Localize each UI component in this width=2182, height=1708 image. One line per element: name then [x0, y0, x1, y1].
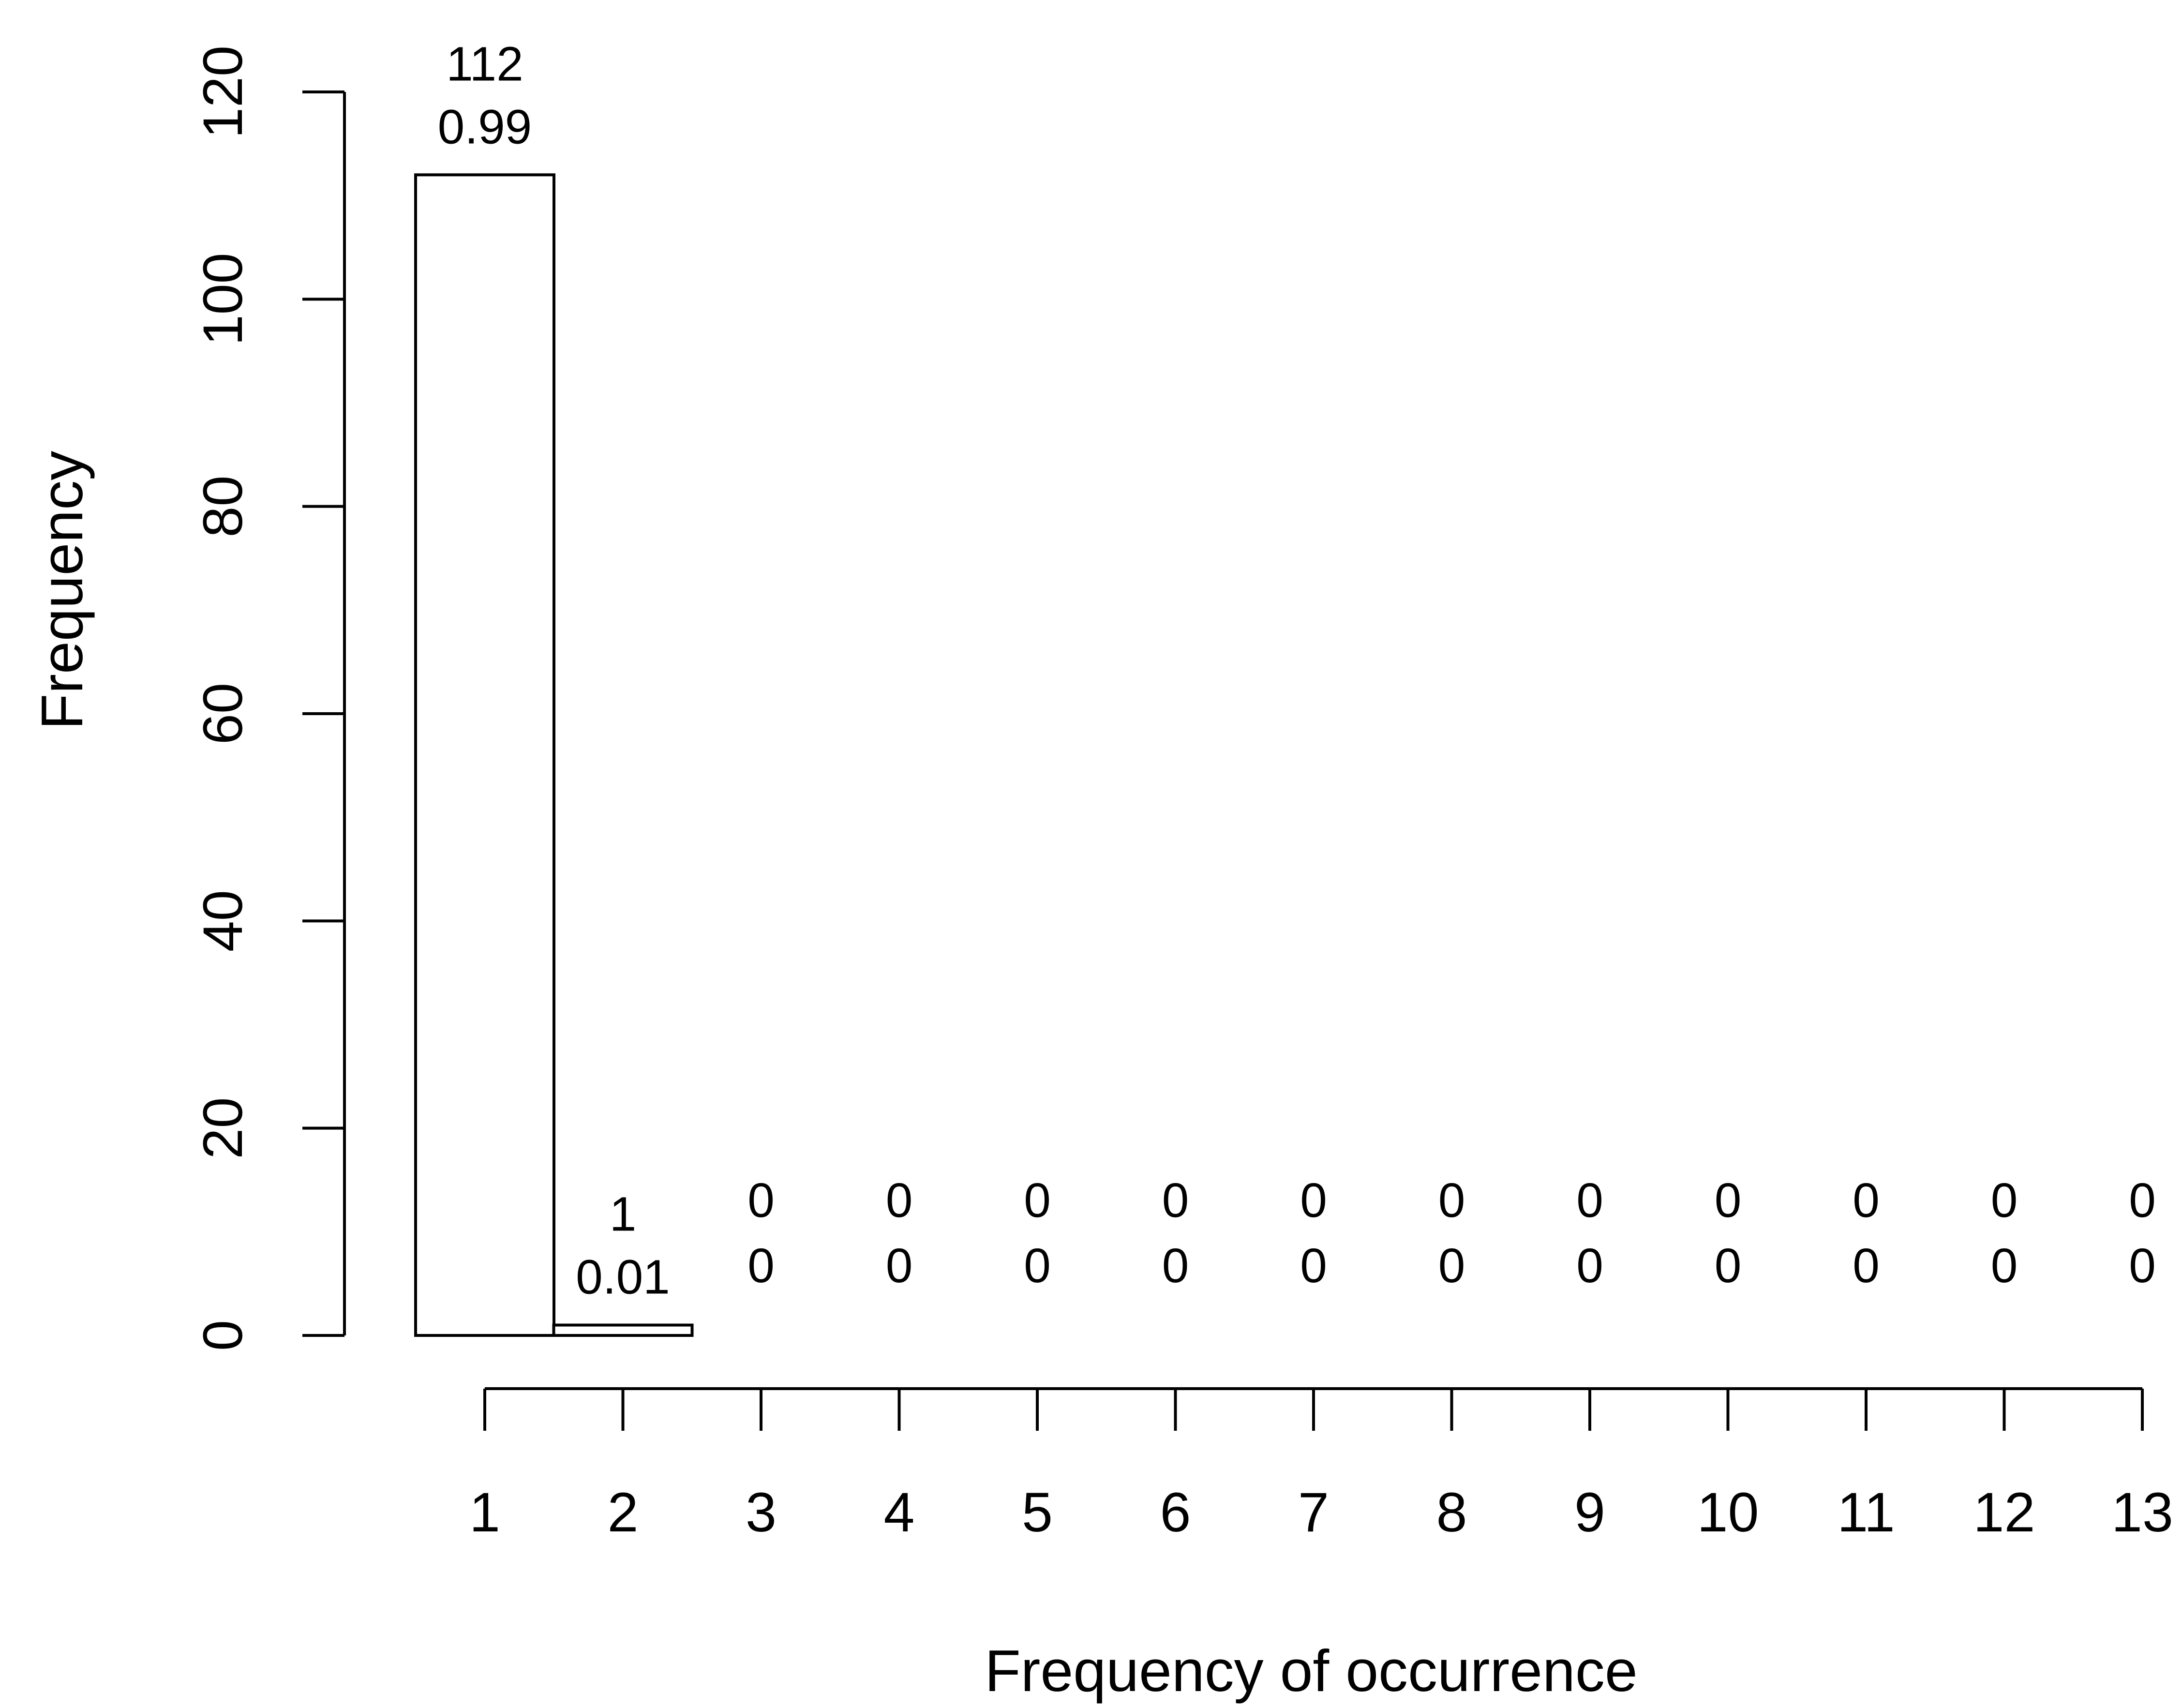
x-tick-label: 11: [1837, 1482, 1895, 1543]
proportion-label: 0.01: [576, 1250, 670, 1304]
x-tick-label: 10: [1697, 1482, 1759, 1543]
y-tick-label: 0: [192, 1320, 254, 1351]
y-tick-label: 100: [192, 253, 254, 345]
x-tick-label: 13: [2111, 1482, 2173, 1543]
x-tick-label: 5: [1022, 1482, 1053, 1543]
count-label: 0: [1991, 1173, 2018, 1228]
y-axis: 0 20 40 60 80 100 120: [192, 45, 346, 1351]
count-label: 0: [886, 1173, 913, 1228]
proportion-label: 0: [2129, 1239, 2156, 1293]
x-tick-label: 1: [469, 1482, 500, 1543]
count-label: 0: [1576, 1173, 1603, 1228]
count-label: 1: [610, 1187, 637, 1242]
proportion-label: 0: [1024, 1239, 1051, 1293]
count-label: 0: [2129, 1173, 2156, 1228]
x-tick-label: 8: [1436, 1482, 1467, 1543]
x-tick-label: 12: [1973, 1482, 2035, 1543]
histogram-bar: [414, 173, 555, 1337]
proportion-label: 0: [886, 1239, 913, 1293]
proportion-label: 0: [1853, 1239, 1880, 1293]
y-tick-label: 60: [192, 683, 254, 745]
x-tick-label: 2: [608, 1482, 639, 1543]
y-tick-label: 20: [192, 1097, 254, 1159]
count-label: 112: [446, 37, 523, 91]
count-label: 0: [1162, 1173, 1189, 1228]
y-tick-label: 40: [192, 890, 254, 952]
y-axis-title: Frequency: [29, 451, 95, 730]
proportion-label: 0: [1162, 1239, 1189, 1293]
x-tick-label: 6: [1160, 1482, 1191, 1543]
proportion-label: 0: [1438, 1239, 1465, 1293]
x-tick-label: 7: [1298, 1482, 1329, 1543]
proportion-label: 0: [1715, 1239, 1742, 1293]
proportion-label: 0: [1576, 1239, 1603, 1293]
x-tick-label: 3: [746, 1482, 777, 1543]
histogram-bar: [552, 1323, 694, 1337]
proportion-label: 0: [1300, 1239, 1327, 1293]
proportion-label: 0.99: [438, 100, 532, 154]
count-label: 0: [1438, 1173, 1465, 1228]
count-label: 0: [747, 1173, 775, 1228]
count-label: 0: [1853, 1173, 1880, 1228]
count-label: 0: [1024, 1173, 1051, 1228]
proportion-label: 0: [747, 1239, 775, 1293]
count-label: 0: [1715, 1173, 1742, 1228]
x-axis: 1 2 3 4 5 6 7 8 9 10 11 12 13: [469, 1387, 2173, 1543]
proportion-label: 0: [1991, 1239, 2018, 1293]
count-label: 0: [1300, 1173, 1327, 1228]
x-tick-label: 4: [884, 1482, 915, 1543]
bars: [414, 173, 694, 1337]
y-tick-label: 120: [192, 45, 254, 138]
data-labels: 112 0.99 1 0.01 0 0 0 0 0 0 0 0 0 0 0 0 0 0 0 0 0 0 0 0 0 0: [438, 37, 2156, 1304]
x-tick-label: 9: [1574, 1482, 1605, 1543]
y-tick-label: 80: [192, 476, 254, 538]
x-axis-title: Frequency of occurrence: [985, 1638, 1637, 1704]
